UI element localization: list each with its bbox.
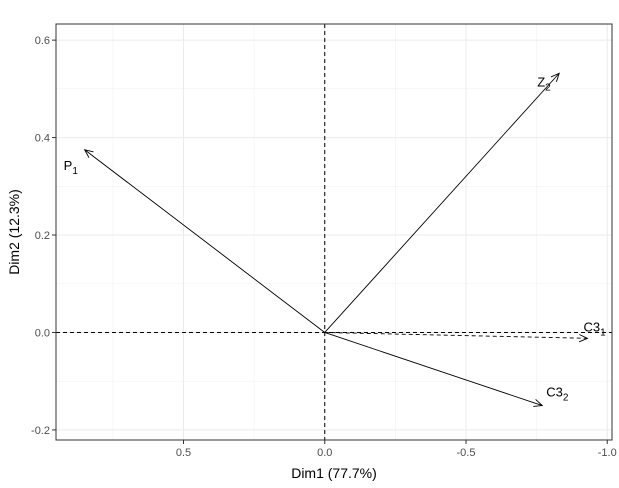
vector-arrowhead-c32 <box>533 399 544 407</box>
y-tick-label: 0.6 <box>35 35 50 47</box>
y-axis-title: Dim2 (12.3%) <box>6 189 22 275</box>
vector-arrowhead-c31 <box>578 334 589 343</box>
reference-lines <box>56 24 612 440</box>
x-tick-label: -1.0 <box>598 447 617 459</box>
vector-p1 <box>84 149 326 333</box>
x-axis-title: Dim1 (77.7%) <box>291 465 377 481</box>
x-tick-label: -0.5 <box>457 447 476 459</box>
grid-layer <box>56 24 612 440</box>
vector-c31 <box>324 332 588 339</box>
y-tick-label: 0.2 <box>35 230 50 242</box>
x-tick-label: 0.0 <box>317 447 332 459</box>
y-tick-label: 0.0 <box>35 327 50 339</box>
vector-layer: P1 Z2 C31 C32 <box>64 72 606 407</box>
vector-label-p1: P1 <box>64 158 79 177</box>
vector-label-z2: Z2 <box>537 74 551 93</box>
tick-layer: 0.5 0.0 -0.5 -1.0 0.6 0.4 0.2 0.0 -0.2 <box>31 35 617 459</box>
vector-arrowhead-p1 <box>83 149 94 158</box>
x-tick-label: 0.5 <box>176 447 191 459</box>
vector-z2 <box>324 72 560 333</box>
vector-label-c32: C32 <box>546 385 569 404</box>
y-tick-label: 0.4 <box>35 133 50 145</box>
y-tick-label: -0.2 <box>31 425 50 437</box>
vector-c32 <box>324 332 543 406</box>
vector-arrowhead-z2 <box>550 72 560 82</box>
vector-label-c31: C31 <box>583 319 606 338</box>
plot-panel-border <box>55 23 613 441</box>
